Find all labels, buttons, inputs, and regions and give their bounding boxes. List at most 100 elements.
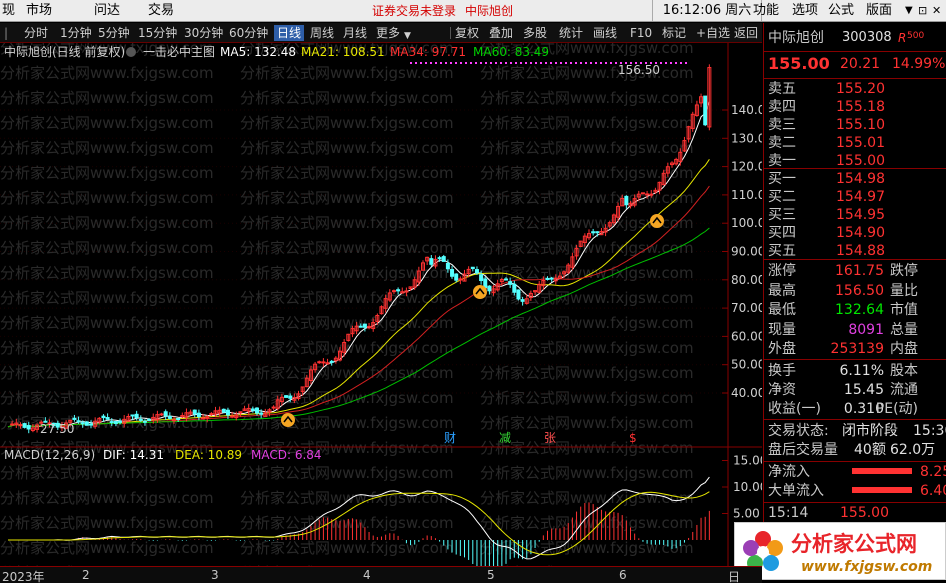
tool-statistics[interactable]: 统计 bbox=[559, 26, 584, 40]
menu-item-options[interactable]: 选项 bbox=[792, 3, 819, 18]
buy-signal-icon[interactable] bbox=[473, 285, 487, 299]
period-15min[interactable]: 15分钟 bbox=[138, 26, 178, 40]
bid-row[interactable]: 买五 154.88 bbox=[768, 242, 946, 260]
tool-fuquan[interactable]: 复权 bbox=[455, 26, 480, 40]
watermark-text: 分析家公式网www.fxjgsw.com bbox=[0, 239, 214, 257]
buy-signal-arrow bbox=[475, 287, 485, 295]
kline-chart[interactable]: 分析家公式网www.fxjgsw.com 分析家公式网www.fxjgsw.com… bbox=[0, 43, 762, 567]
stat-row: 换手 6.11% 股本 bbox=[768, 362, 946, 380]
net-inflow-bar bbox=[852, 468, 912, 474]
menu-item-quote[interactable]: 现 bbox=[2, 3, 16, 18]
candle-body bbox=[686, 126, 691, 140]
candle-body bbox=[699, 96, 704, 104]
candle-body bbox=[533, 290, 538, 293]
period-fenshi[interactable]: 分时 bbox=[24, 26, 49, 40]
after-hours-amt: 62.0万 bbox=[890, 442, 936, 458]
candle-body bbox=[421, 262, 425, 271]
candle-body bbox=[271, 406, 276, 409]
candle-body bbox=[167, 415, 172, 419]
candle-body bbox=[574, 247, 579, 257]
event-mark[interactable]: 张 bbox=[544, 431, 556, 445]
ask-row[interactable]: 卖三 155.10 bbox=[768, 116, 946, 134]
tool-overlay[interactable]: 叠加 bbox=[489, 26, 514, 40]
tool-back[interactable]: 返回 bbox=[734, 26, 759, 40]
candle-body bbox=[142, 420, 147, 423]
ask-row[interactable]: 卖五 155.20 bbox=[768, 80, 946, 98]
watermark-text: 分析家公式网www.fxjgsw.com bbox=[240, 489, 454, 507]
menu-item-formula[interactable]: 公式 bbox=[828, 3, 855, 18]
candle-body bbox=[284, 395, 289, 398]
candle-body bbox=[338, 350, 342, 361]
restore-icon[interactable]: ⊡ bbox=[918, 4, 928, 17]
tool-multi-stock[interactable]: 多股 bbox=[523, 26, 548, 40]
bid-row[interactable]: 买一 154.98 bbox=[768, 170, 946, 188]
candle-body bbox=[118, 420, 123, 423]
ask-price: 155.20 bbox=[836, 81, 885, 97]
candle-body bbox=[47, 422, 52, 425]
ask-row[interactable]: 卖四 155.18 bbox=[768, 98, 946, 116]
period-monthly[interactable]: 月线 bbox=[343, 26, 368, 40]
close-icon[interactable]: ✕ bbox=[932, 4, 942, 17]
buy-signal-icon[interactable] bbox=[650, 214, 664, 228]
period-60min[interactable]: 60分钟 bbox=[229, 26, 269, 40]
chart-toolbar: | 分时 1分钟 5分钟 15分钟 30分钟 60分钟 日线 周线 月线 更多 … bbox=[0, 23, 762, 43]
stat-label: 外盘 bbox=[768, 341, 796, 357]
indicator-name[interactable]: 一击必中主图 bbox=[143, 44, 215, 59]
period-more[interactable]: 更多 bbox=[376, 26, 401, 40]
period-30min[interactable]: 30分钟 bbox=[184, 26, 224, 40]
watermark-text: 分析家公式网www.fxjgsw.com bbox=[0, 514, 214, 532]
watermark-text: 分析家公式网www.fxjgsw.com bbox=[480, 214, 694, 232]
big-inflow-row: 大单流入 6.40 bbox=[768, 482, 946, 500]
watermark-text: 分析家公式网www.fxjgsw.com bbox=[240, 139, 454, 157]
bid-row[interactable]: 买三 154.95 bbox=[768, 206, 946, 224]
candle-body bbox=[661, 172, 666, 186]
ask-row[interactable]: 卖二 155.01 bbox=[768, 134, 946, 152]
ask-row[interactable]: 卖一 155.00 bbox=[768, 152, 946, 170]
indicator-dropdown-icon[interactable] bbox=[126, 47, 136, 57]
big-inflow-label: 大单流入 bbox=[768, 483, 824, 499]
ask-price: 155.10 bbox=[836, 117, 885, 133]
candle-body bbox=[379, 306, 384, 315]
candle-body bbox=[358, 325, 363, 328]
event-mark[interactable]: 减 bbox=[499, 431, 511, 445]
panel-change: 20.21 bbox=[840, 56, 881, 72]
candle-body bbox=[350, 328, 355, 335]
menu-item-function[interactable]: 功能 bbox=[753, 3, 780, 18]
macd-tick: 5.00 bbox=[733, 507, 760, 521]
candle-body bbox=[628, 202, 633, 207]
tool-draw-line[interactable]: 画线 bbox=[593, 26, 618, 40]
net-inflow-row: 净流入 8.25 bbox=[768, 463, 946, 481]
candle-body bbox=[292, 397, 297, 401]
toolbar-left-arrow-icon[interactable]: | bbox=[4, 26, 9, 40]
minimize-icon[interactable]: ▼ bbox=[905, 5, 913, 16]
bid-row[interactable]: 买四 154.90 bbox=[768, 224, 946, 242]
menu-item-layout[interactable]: 版面 bbox=[866, 3, 893, 18]
watermark-text: 分析家公式网www.fxjgsw.com bbox=[240, 539, 454, 557]
bid-row[interactable]: 买二 154.97 bbox=[768, 188, 946, 206]
period-5min[interactable]: 5分钟 bbox=[98, 26, 130, 40]
candle-body bbox=[553, 277, 558, 282]
login-warning[interactable]: 证券交易未登录 bbox=[372, 4, 457, 18]
kline-chart-canvas[interactable]: 分析家公式网www.fxjgsw.com 分析家公式网www.fxjgsw.com… bbox=[0, 43, 762, 567]
event-mark[interactable]: 财 bbox=[444, 431, 456, 445]
period-weekly[interactable]: 周线 bbox=[310, 26, 335, 40]
event-mark[interactable]: $ bbox=[629, 431, 637, 445]
stat-row: 最低 132.64 市值 bbox=[768, 301, 946, 319]
candle-body bbox=[313, 363, 318, 371]
menu-item-wenda[interactable]: 问达 bbox=[94, 3, 121, 18]
tool-add-watchlist[interactable]: +自选 bbox=[696, 26, 731, 40]
tool-mark[interactable]: 标记 bbox=[662, 26, 687, 40]
menu-item-trade[interactable]: 交易 bbox=[148, 3, 175, 18]
menu-item-market[interactable]: 市场 bbox=[26, 3, 53, 18]
logo-text: 分析家公式网 bbox=[791, 532, 917, 556]
candle-body bbox=[470, 266, 475, 270]
more-dropdown-icon[interactable]: ▼ bbox=[404, 31, 411, 41]
period-1min[interactable]: 1分钟 bbox=[60, 26, 92, 40]
ma5-line bbox=[7, 101, 710, 428]
stat-value: 132.64 bbox=[835, 302, 884, 318]
candle-body bbox=[93, 420, 98, 427]
watermark-text: 分析家公式网www.fxjgsw.com bbox=[480, 164, 694, 182]
buy-signal-icon[interactable] bbox=[281, 413, 295, 427]
period-daily[interactable]: 日线 bbox=[274, 25, 305, 41]
tool-f10[interactable]: F10 bbox=[630, 26, 653, 40]
